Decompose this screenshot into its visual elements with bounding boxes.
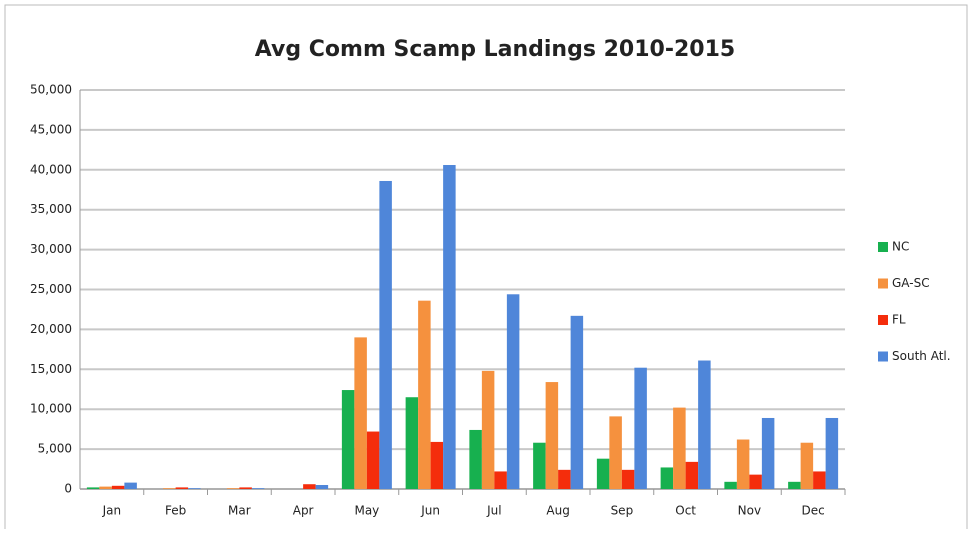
bar — [494, 471, 507, 489]
legend-swatch — [878, 242, 888, 252]
y-tick-label: 5,000 — [38, 442, 72, 456]
bar — [558, 469, 571, 489]
bar — [443, 165, 456, 489]
bar — [788, 481, 801, 489]
legend-label: FL — [892, 313, 906, 327]
bar — [405, 397, 419, 489]
x-tick-label: Feb — [165, 504, 186, 518]
y-tick-label: 10,000 — [30, 402, 72, 416]
bar — [698, 360, 711, 489]
bar — [354, 337, 367, 489]
bar — [124, 482, 137, 489]
bar — [163, 488, 176, 489]
bar — [99, 486, 112, 489]
bar — [621, 469, 635, 489]
legend-swatch — [878, 351, 888, 362]
bar — [813, 471, 826, 489]
bar — [315, 485, 329, 489]
x-tick-label: Sep — [611, 504, 634, 518]
legend-swatch — [878, 278, 888, 289]
bar — [685, 461, 699, 489]
x-tick-label: Jan — [102, 504, 122, 518]
x-tick-label: Aug — [546, 504, 569, 518]
bar — [481, 370, 495, 489]
bar — [724, 481, 737, 489]
bar — [251, 488, 265, 489]
bar — [800, 442, 814, 489]
bar — [736, 439, 750, 489]
bar — [239, 487, 252, 489]
bar — [761, 417, 775, 489]
bar — [545, 382, 559, 489]
bar — [533, 442, 546, 489]
x-tick-label: Dec — [802, 504, 825, 518]
chart-title: Avg Comm Scamp Landings 2010-2015 — [255, 37, 735, 62]
bar — [86, 487, 100, 489]
bar — [673, 407, 686, 489]
x-tick-label: Mar — [228, 504, 251, 518]
bar — [111, 485, 125, 489]
x-tick-label: Oct — [675, 504, 696, 518]
bar — [634, 367, 647, 489]
x-tick-label: Nov — [738, 504, 761, 518]
bar — [341, 390, 355, 489]
bar — [430, 441, 444, 489]
bar — [366, 431, 380, 489]
bar — [609, 416, 622, 489]
legend-swatch — [878, 315, 888, 325]
legend-label: NC — [892, 240, 909, 254]
bar — [226, 488, 240, 489]
y-tick-label: 30,000 — [30, 242, 72, 256]
bar — [570, 315, 584, 489]
x-tick-label: Jul — [486, 504, 501, 518]
bar — [188, 488, 201, 489]
bar — [749, 474, 762, 489]
y-tick-label: 15,000 — [30, 362, 72, 376]
bar — [303, 484, 316, 489]
bar — [825, 417, 839, 489]
x-tick-label: Apr — [293, 504, 314, 518]
y-tick-label: 35,000 — [30, 202, 72, 216]
legend-label: GA-SC — [892, 276, 930, 290]
y-tick-label: 45,000 — [30, 122, 72, 136]
bar — [469, 429, 482, 489]
y-tick-label: 40,000 — [30, 162, 72, 176]
x-tick-label: May — [354, 504, 379, 518]
bar — [596, 458, 610, 489]
y-tick-label: 25,000 — [30, 282, 72, 296]
bar — [379, 180, 392, 490]
y-tick-label: 50,000 — [30, 83, 72, 97]
x-tick-label: Jun — [420, 504, 440, 518]
bar — [418, 300, 431, 489]
y-tick-label: 0 — [64, 482, 72, 496]
bar — [506, 294, 520, 489]
legend-label: South Atl. — [892, 349, 951, 363]
y-tick-label: 20,000 — [30, 322, 72, 336]
bar — [660, 467, 674, 489]
bar — [175, 487, 189, 489]
